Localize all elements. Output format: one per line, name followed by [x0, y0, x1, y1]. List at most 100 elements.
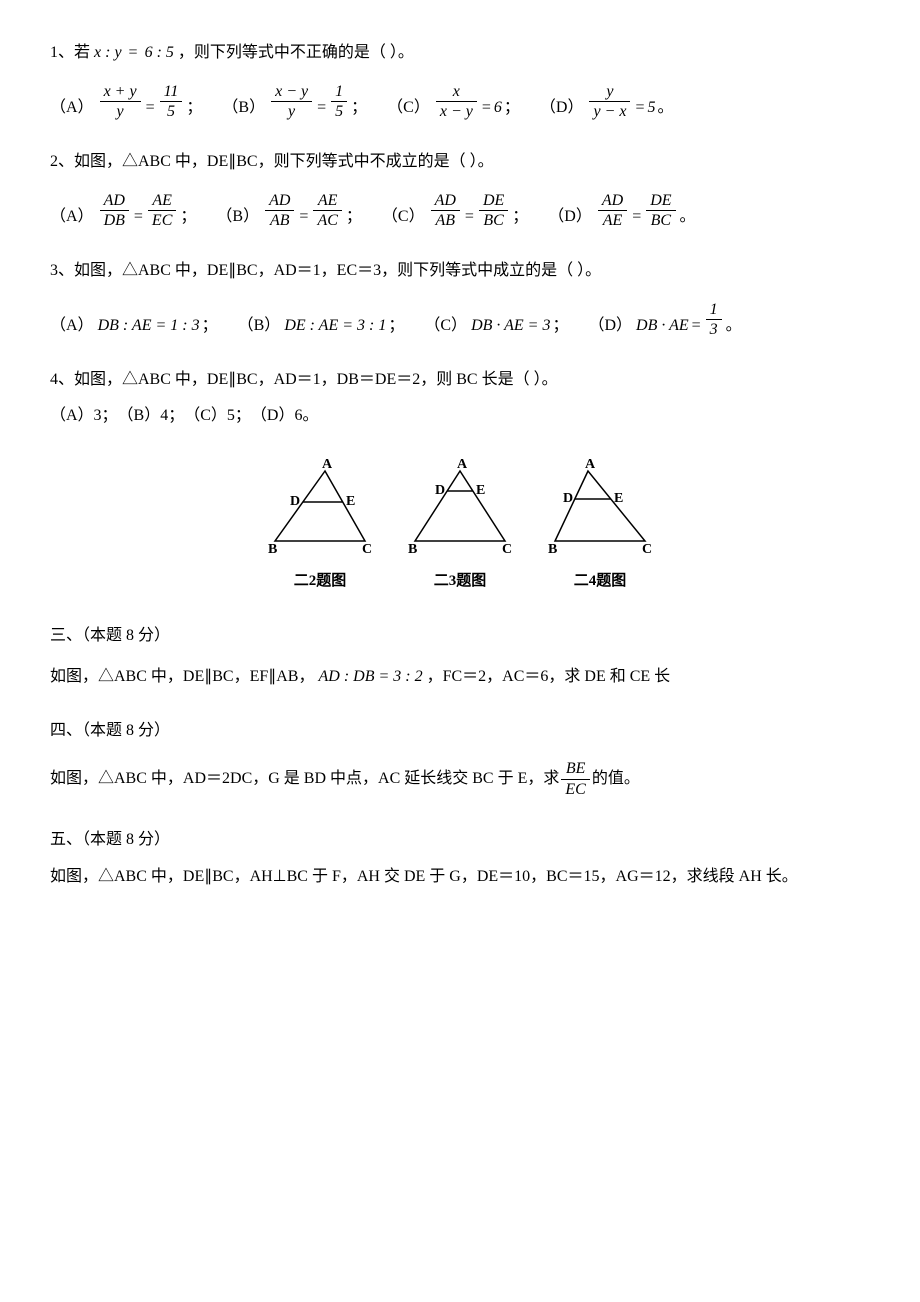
- rhs: 6: [494, 95, 502, 121]
- fraction: 11 5: [160, 82, 183, 121]
- q2-options: （A） ADDB = AEEC ； （B） ADAB = AEAC ； （C） …: [50, 191, 870, 230]
- wu-body: 如图，△ABC 中，DE∥BC，AH⊥BC 于 F，AH 交 DE 于 G，DE…: [50, 864, 870, 890]
- numerator: AE: [148, 191, 176, 211]
- equals: =: [317, 95, 326, 121]
- numerator: y: [589, 82, 630, 102]
- question-san: 三、（本题 8 分） 如图，△ABC 中，DE∥BC，EF∥AB， AD : D…: [50, 623, 870, 690]
- numerator: x: [436, 82, 477, 102]
- option-label: （C）: [382, 204, 425, 230]
- fraction: AEEC: [148, 191, 176, 230]
- san-prefix: 如图，△ABC 中，DE∥BC，EF∥AB，: [50, 668, 314, 685]
- option-label: （A）: [50, 313, 94, 339]
- equals: =: [146, 95, 155, 121]
- label-d: D: [435, 483, 445, 498]
- expr: DE : AE = 3 : 1: [284, 313, 386, 339]
- option-label: （A）: [50, 95, 94, 121]
- punct: ；: [388, 313, 404, 339]
- equals: =: [692, 313, 701, 339]
- denominator: DB: [100, 211, 129, 230]
- denominator: AE: [598, 211, 627, 230]
- diagram-caption: 二2题图: [260, 569, 380, 593]
- denominator: BC: [646, 211, 675, 230]
- si-header: 四、（本题 8 分）: [50, 718, 870, 744]
- question-1: 1、若 x : y = 6 : 5 ，则下列等式中不正确的是（ ）。 （A） x…: [50, 40, 870, 121]
- fraction: y y − x: [589, 82, 630, 121]
- punct: ；: [351, 95, 367, 121]
- label-e: E: [346, 494, 355, 509]
- option-label: （B）: [216, 204, 259, 230]
- wu-header: 五、（本题 8 分）: [50, 827, 870, 853]
- q1-option-d: （D） y y − x = 5 。: [540, 82, 674, 121]
- label-b: B: [548, 542, 557, 556]
- denominator: y − x: [589, 102, 630, 121]
- q2-option-b: （B） ADAB = AEAC ；: [216, 191, 362, 230]
- denominator: AB: [431, 211, 460, 230]
- lhs: DB · AE: [636, 313, 689, 339]
- q1-option-b: （B） x − y y = 1 5 ；: [222, 82, 367, 121]
- q1-suffix: ，则下列等式中不正确的是（ ）。: [178, 44, 414, 61]
- numerator: AD: [431, 191, 460, 211]
- q2-option-a: （A） ADDB = AEEC ；: [50, 191, 196, 230]
- triangle-icon: A D E B C: [540, 456, 660, 556]
- question-4: 4、如图，△ABC 中，DE∥BC，AD＝1，DB＝DE＝2，则 BC 长是（ …: [50, 367, 870, 428]
- q1-ratio-rhs: 6 : 5: [145, 44, 174, 61]
- equals: =: [299, 204, 308, 230]
- punct: ；: [504, 95, 520, 121]
- punct: ；: [552, 313, 568, 339]
- q1-stem: 1、若 x : y = 6 : 5 ，则下列等式中不正确的是（ ）。: [50, 40, 870, 66]
- option-label: （B）: [222, 95, 265, 121]
- denominator: AB: [265, 211, 294, 230]
- q2-option-d: （D） ADAE = DEBC 。: [548, 191, 695, 230]
- rhs: 5: [647, 95, 655, 121]
- punct: ；: [180, 204, 196, 230]
- q1-ratio-lhs: x : y: [94, 44, 122, 61]
- denominator: 5: [160, 102, 183, 121]
- expr: DB : AE = 1 : 3: [98, 313, 200, 339]
- denominator: 3: [706, 320, 722, 339]
- punct: 。: [726, 313, 742, 339]
- label-b: B: [408, 542, 417, 556]
- q4-options: （A）3； （B）4； （C）5； （D）6。: [50, 403, 870, 429]
- label-a: A: [457, 457, 468, 472]
- diagram-4: A D E B C 二4题图: [540, 456, 660, 593]
- fraction: BE EC: [561, 759, 589, 798]
- numerator: x + y: [100, 82, 141, 102]
- numerator: 1: [331, 82, 347, 102]
- label-a: A: [585, 457, 596, 472]
- san-ratio: AD : DB = 3 : 2: [318, 668, 422, 685]
- label-b: B: [268, 542, 277, 556]
- denominator: EC: [148, 211, 176, 230]
- q3-options: （A） DB : AE = 1 : 3 ； （B） DE : AE = 3 : …: [50, 300, 870, 339]
- fraction: x − y y: [271, 82, 312, 121]
- si-suffix: 的值。: [592, 766, 640, 792]
- fraction: ADDB: [100, 191, 129, 230]
- diagram-caption: 二4题图: [540, 569, 660, 593]
- label-c: C: [362, 542, 372, 556]
- punct: ；: [512, 204, 528, 230]
- san-suffix: ，FC＝2，AC＝6，求 DE 和 CE 长: [427, 668, 671, 685]
- fraction: x + y y: [100, 82, 141, 121]
- question-wu: 五、（本题 8 分） 如图，△ABC 中，DE∥BC，AH⊥BC 于 F，AH …: [50, 827, 870, 890]
- equals: =: [134, 204, 143, 230]
- numerator: x − y: [271, 82, 312, 102]
- q4-stem: 4、如图，△ABC 中，DE∥BC，AD＝1，DB＝DE＝2，则 BC 长是（ …: [50, 367, 870, 393]
- option-label: （A）: [50, 204, 94, 230]
- diagrams-row: A D E B C 二2题图 A D E B C 二3题图 A D E B C: [50, 456, 870, 593]
- q1-options: （A） x + y y = 11 5 ； （B） x − y y = 1 5 ；: [50, 82, 870, 121]
- q3-option-a: （A） DB : AE = 1 : 3 ；: [50, 313, 218, 339]
- punct: ；: [186, 95, 202, 121]
- option-label: （D）: [588, 313, 632, 339]
- q3-option-b: （B） DE : AE = 3 : 1 ；: [238, 313, 405, 339]
- q3-option-c: （C） DB · AE = 3 ；: [424, 313, 568, 339]
- numerator: AE: [313, 191, 341, 211]
- label-e: E: [476, 483, 485, 498]
- label-c: C: [502, 542, 512, 556]
- expr: DB · AE = 3: [471, 313, 550, 339]
- si-body: 如图，△ABC 中，AD＝2DC，G 是 BD 中点，AC 延长线交 BC 于 …: [50, 759, 870, 798]
- fraction: AEAC: [313, 191, 341, 230]
- fraction: x x − y: [436, 82, 477, 121]
- label-d: D: [563, 491, 573, 506]
- fraction: DEBC: [479, 191, 508, 230]
- fraction: 1 5: [331, 82, 347, 121]
- fraction: DEBC: [646, 191, 675, 230]
